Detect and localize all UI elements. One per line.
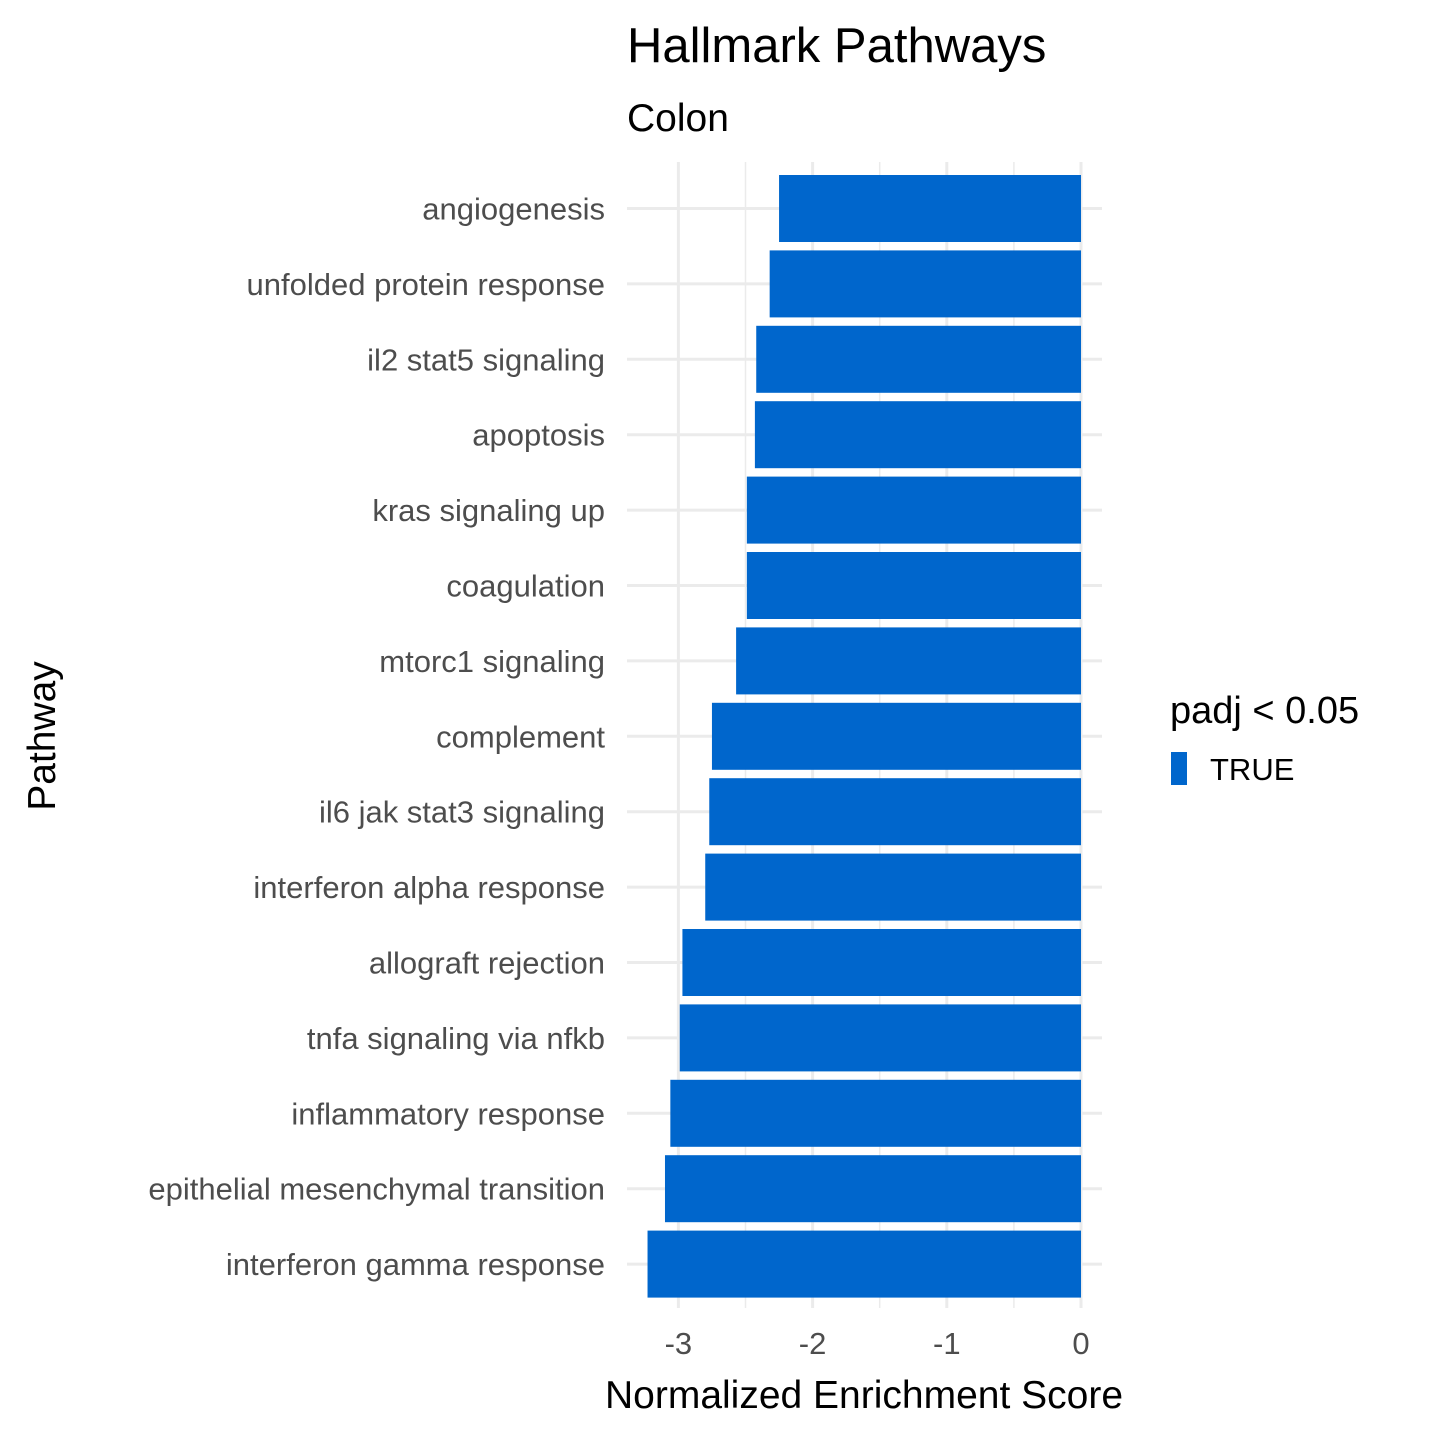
- y-tick-label: inflammatory response: [291, 1096, 605, 1131]
- bar-coagulation: [746, 552, 1081, 619]
- y-tick-label: interferon gamma response: [226, 1247, 605, 1282]
- x-tick-label: -2: [799, 1326, 827, 1361]
- x-tick-label: -3: [665, 1326, 693, 1361]
- x-tick-label: 0: [1072, 1326, 1089, 1361]
- bar-angiogenesis: [779, 175, 1081, 242]
- y-tick-label: unfolded protein response: [247, 267, 605, 302]
- bar-epithelial-mesenchymal-transition: [664, 1155, 1081, 1223]
- bar-mtorc1-signaling: [736, 627, 1081, 695]
- y-tick-label: complement: [436, 719, 605, 754]
- y-tick-label: interferon alpha response: [253, 870, 605, 905]
- bar-apoptosis: [754, 401, 1081, 469]
- x-axis-label: Normalized Enrichment Score: [605, 1374, 1123, 1417]
- bar-il2-stat5-signaling: [756, 325, 1081, 393]
- bar-kras-signaling-up: [746, 476, 1081, 544]
- y-tick-label: angiogenesis: [422, 192, 605, 227]
- y-tick-label: allograft rejection: [369, 946, 605, 981]
- legend-key-true: [1171, 752, 1187, 785]
- x-tick-labels: -3 -2 -1 0: [665, 1326, 1090, 1361]
- x-tick-label: -1: [933, 1326, 961, 1361]
- bar-inflammatory-response: [670, 1079, 1081, 1147]
- bar-allograft-rejection: [682, 929, 1081, 996]
- bar-complement: [711, 702, 1081, 770]
- bars: [647, 175, 1081, 1298]
- y-tick-labels: angiogenesis unfolded protein response il2…: [148, 192, 605, 1283]
- bar-unfolded-protein-response: [769, 250, 1081, 318]
- y-tick-label: epithelial mesenchymal transition: [148, 1172, 605, 1207]
- y-tick-label: il6 jak stat3 signaling: [319, 795, 605, 830]
- y-tick-label: tnfa signaling via nfkb: [307, 1021, 605, 1056]
- bar-tnfa-signaling-via-nfkb: [679, 1004, 1081, 1072]
- legend-label-true: TRUE: [1210, 752, 1294, 787]
- legend-title: padj < 0.05: [1170, 690, 1359, 732]
- legend: padj < 0.05 TRUE: [1170, 690, 1359, 787]
- bar-il6-jak-stat3-signaling: [709, 778, 1081, 846]
- y-tick-label: apoptosis: [472, 418, 605, 453]
- bar-interferon-alpha-response: [705, 853, 1081, 921]
- y-tick-label: mtorc1 signaling: [379, 644, 605, 679]
- y-tick-label: il2 stat5 signaling: [367, 342, 605, 377]
- chart-subtitle: Colon: [627, 97, 729, 140]
- y-tick-label: coagulation: [446, 569, 605, 604]
- bar-interferon-gamma-response: [647, 1230, 1081, 1298]
- y-tick-label: kras signaling up: [372, 493, 605, 528]
- y-axis-label: Pathway: [21, 661, 64, 811]
- chart-title: Hallmark Pathways: [627, 19, 1046, 73]
